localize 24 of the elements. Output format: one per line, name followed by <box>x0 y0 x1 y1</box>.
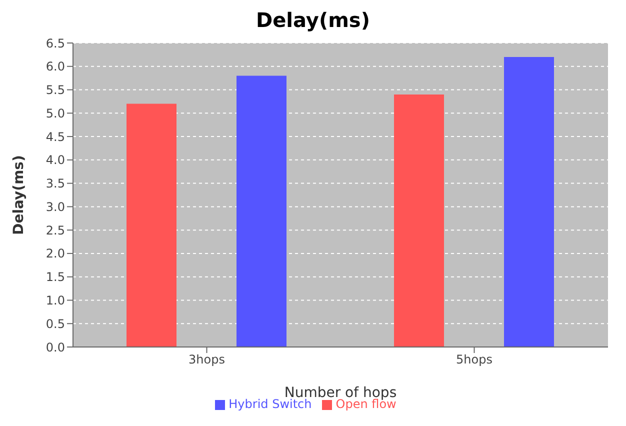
bar <box>126 104 176 347</box>
y-tick-label: 5.0 <box>46 106 65 120</box>
y-tick-label: 1.0 <box>46 293 65 308</box>
y-tick-label: 2.0 <box>46 246 65 261</box>
x-tick-label: 3hops <box>188 352 225 367</box>
y-tick-label: 4.5 <box>46 130 65 144</box>
y-tick-label: 2.5 <box>46 223 65 238</box>
bar <box>236 76 286 347</box>
y-tick-label: 4.0 <box>46 153 65 168</box>
legend-label: Hybrid Switch <box>228 397 312 411</box>
y-tick-label: 6.5 <box>46 36 65 50</box>
bar <box>504 57 554 347</box>
y-tick-label: 0.0 <box>46 340 65 354</box>
y-tick-label: 5.5 <box>46 83 65 98</box>
y-tick-label: 3.5 <box>46 176 65 191</box>
x-tick-label: 5hops <box>456 352 492 367</box>
legend-label: Open flow <box>336 397 396 411</box>
y-tick-label: 0.5 <box>46 316 65 331</box>
y-axis-title: Delay(ms) <box>10 155 27 235</box>
bar <box>394 94 444 347</box>
chart-title: Delay(ms) <box>255 8 371 34</box>
y-tick-label: 1.5 <box>46 270 65 284</box>
y-tick-label: 3.0 <box>46 200 65 214</box>
y-tick-label: 6.0 <box>46 60 65 74</box>
